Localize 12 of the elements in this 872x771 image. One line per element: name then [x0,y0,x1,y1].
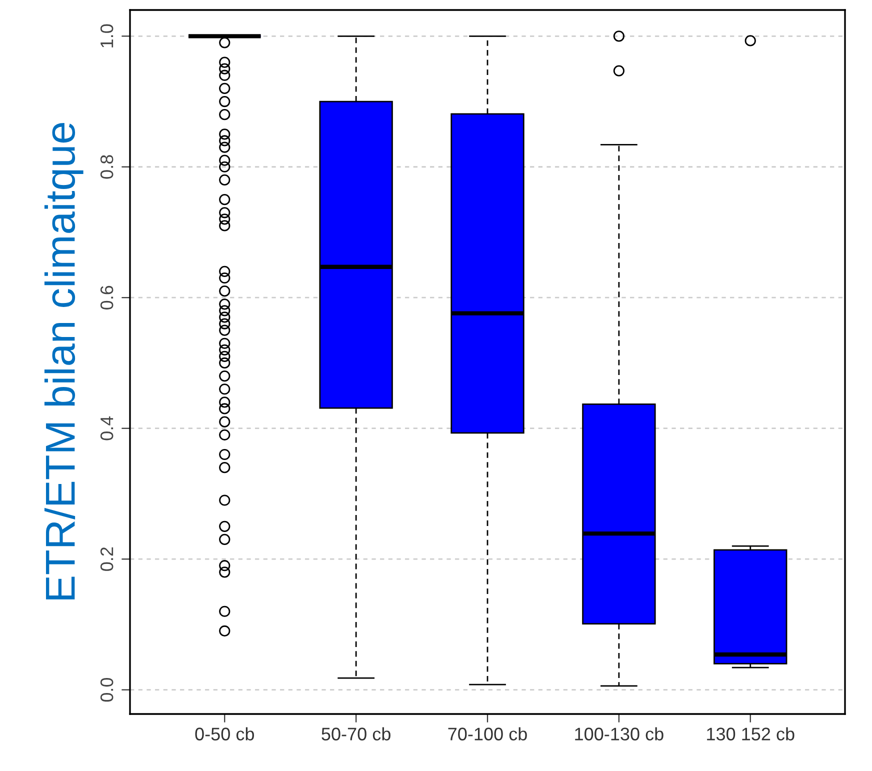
y-tick-label: 0.8 [100,155,114,179]
x-tick-label: 100-130 cb [575,727,664,740]
y-tick-label: 0.2 [100,547,114,571]
y-tick-label: 0.6 [100,286,114,310]
y-axis-title: ETR/ETM bilan climaitque [44,123,84,600]
y-tick-label: 0.0 [100,678,114,702]
y-tick-label: 0.4 [100,416,114,440]
x-tick-label: 130 152 cb [707,727,794,740]
x-tick-label: 50-70 cb [322,727,390,740]
x-tick-label: 0-50 cb [195,727,254,740]
x-tick-label: 70-100 cb [448,727,527,740]
y-tick-label: 1.0 [100,24,114,48]
